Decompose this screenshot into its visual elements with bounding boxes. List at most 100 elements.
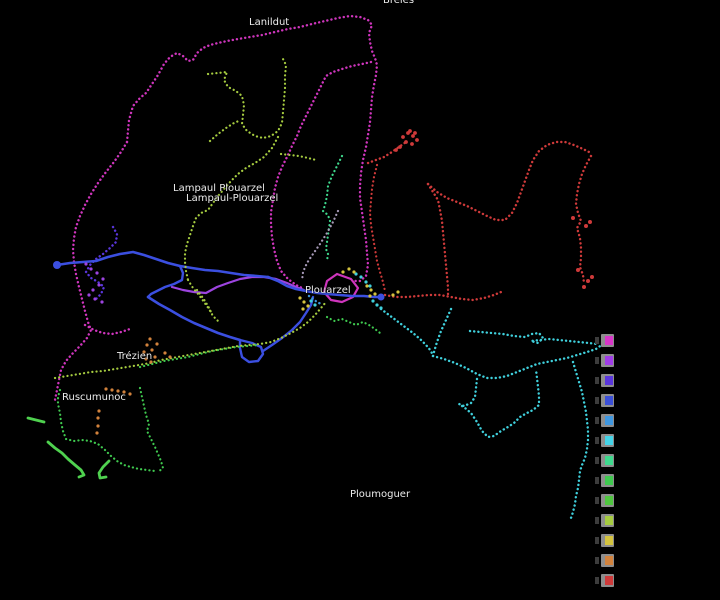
legend-tick [595,516,599,524]
legend-box [601,513,614,527]
dots-red-knot [404,140,408,144]
dots-orange-trezien-dots [145,343,149,347]
dots-orange-ruscumunoc-dots [95,431,99,435]
legend-item-7[interactable] [595,453,614,467]
dots-orange-ruscumunoc-dots [122,390,126,394]
dots-red-east-clusters [586,279,590,283]
dots-yellow-town-dots [347,267,351,271]
node-blue-terminus-west [53,261,61,269]
legend-color-swatch [605,555,613,565]
dots-yellow-town-dots [306,304,310,308]
legend-item-11[interactable] [595,533,614,547]
dots-cyan-town-dots [375,303,379,307]
legend-item-6[interactable] [595,433,614,447]
legend-tick [595,336,599,344]
route-magenta-town-polygon [322,272,360,304]
dots-yellow-town-dots [396,290,400,294]
route-chartreuse-trezien [53,300,328,380]
legend-box [601,333,614,347]
legend-item-2[interactable] [595,353,614,367]
legend-box [601,533,614,547]
legend-box [601,393,614,407]
dots-orange-trezien-dots [144,357,148,361]
dots-red-knot [401,135,405,139]
route-chartreuse-link-sw [186,278,220,323]
legend-tick [595,576,599,584]
dots-yellow-town-dots [365,284,369,288]
dots-violet-west-cluster [87,293,91,297]
legend-tick [595,556,599,564]
route-magenta-inner [269,60,373,291]
legend-box [601,573,614,587]
dots-yellow-town-dots [368,294,372,298]
route-red-mid-vertical [426,182,450,297]
legend-item-12[interactable] [595,553,614,567]
legend-tick [595,416,599,424]
legend-tick [595,396,599,404]
route-green-town-east [325,315,382,335]
dots-cyan-town-dots [309,299,313,303]
dots-red-knot [415,138,419,142]
legend-item-1[interactable] [595,333,614,347]
legend-item-8[interactable] [595,473,614,487]
dots-orange-ruscumunoc-dots [104,387,108,391]
route-chartreuse-lampaul [183,135,280,282]
dots-violet-west-cluster [91,288,95,292]
legend-color-swatch [605,395,613,405]
legend-box [601,553,614,567]
legend-color-swatch [605,415,613,425]
legend-tick [595,496,599,504]
legend-item-10[interactable] [595,513,614,527]
dots-orange-trezien-dots [155,342,159,346]
legend-color-swatch [605,335,613,345]
dots-cyan-town-dots [379,306,383,310]
dots-violet-west-cluster [101,277,105,281]
dots-orange-trezien-dots [148,337,152,341]
dots-violet-west-cluster [89,267,93,271]
route-chartreuse-link-2 [195,288,214,316]
route-red-south-line [383,290,503,302]
dots-red-east-clusters [588,220,592,224]
route-violet-main [170,275,306,295]
dots-violet-west-cluster [93,297,97,301]
legend-item-13[interactable] [595,573,614,587]
route-blue-connector [146,264,185,299]
legend-tick [595,376,599,384]
route-cyan-main-east [431,342,605,380]
legend-tick [595,356,599,364]
dots-red-east-clusters [590,275,594,279]
dots-orange-trezien-dots [149,360,153,364]
legend-item-3[interactable] [595,373,614,387]
legend-box [601,473,614,487]
dots-red-knot [398,145,402,149]
legend-tick [595,456,599,464]
dots-red-east-clusters [571,216,575,220]
dots-orange-trezien-dots [163,351,167,355]
dots-red-knot [410,142,414,146]
dots-orange-ruscumunoc-dots [116,389,120,393]
route-blueviolet-squiggle [84,225,119,301]
legend-box [601,493,614,507]
route-green-shore-3 [97,459,111,480]
route-cyan-town-sw [379,307,435,358]
legend-item-9[interactable] [595,493,614,507]
dots-orange-trezien-dots [168,355,172,359]
dots-red-east-clusters [582,285,586,289]
legend-item-4[interactable] [595,393,614,407]
legend-tick [595,536,599,544]
legend-item-5[interactable] [595,413,614,427]
dots-red-knot [411,134,415,138]
route-red-ne-curve [426,140,593,222]
dots-orange-trezien-dots [150,348,154,352]
route-green-shore-1 [26,416,46,424]
dots-cyan-town-dots [364,280,368,284]
dots-cyan-town-dots [354,272,358,276]
route-cyan-north-branch [431,307,453,358]
route-green-shore-2 [46,440,86,479]
route-red-west-descent [368,163,387,293]
dots-orange-trezien-dots [142,350,146,354]
dots-red-east-clusters [576,268,580,272]
